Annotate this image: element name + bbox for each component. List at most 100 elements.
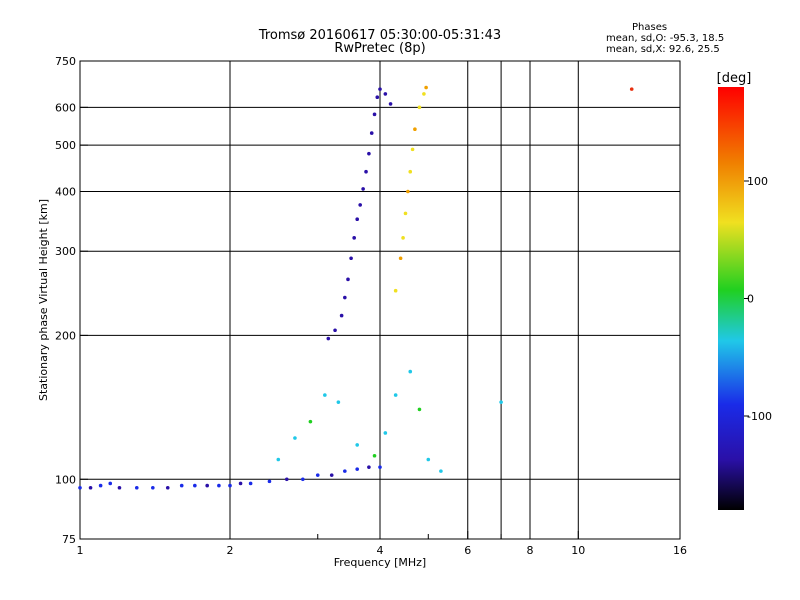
y-axis-label: Stationary phase Virtual Height [km] bbox=[37, 199, 50, 401]
data-point-3-9 bbox=[408, 369, 413, 374]
data-point-1-13 bbox=[372, 112, 377, 117]
colorbar bbox=[718, 87, 744, 510]
data-point-2-2 bbox=[401, 236, 405, 240]
data-point-2-8 bbox=[417, 105, 422, 110]
colorbar-ticks: 100 0 -100 bbox=[744, 175, 772, 423]
data-point-1-9 bbox=[361, 187, 365, 191]
x-tick-label-0: 1 bbox=[77, 544, 84, 557]
colorbar-tick-label-2: -100 bbox=[747, 410, 772, 423]
series-1 bbox=[326, 87, 393, 341]
y-tick-label-7: 750 bbox=[55, 55, 76, 68]
data-point-2-3 bbox=[403, 211, 408, 216]
data-point-2-6 bbox=[410, 147, 415, 152]
x-axis: 1 2 4 6 8 10 16 bbox=[77, 531, 687, 557]
data-point-1-11 bbox=[367, 151, 371, 156]
data-point-0-22 bbox=[367, 465, 371, 469]
data-point-1-16 bbox=[383, 92, 388, 96]
x-tick-label-3: 6 bbox=[464, 544, 471, 557]
data-point-1-6 bbox=[352, 236, 356, 240]
data-point-0-19 bbox=[329, 473, 334, 477]
data-point-0-6 bbox=[151, 485, 155, 490]
data-point-1-8 bbox=[358, 203, 362, 207]
data-point-3-11 bbox=[426, 457, 431, 462]
data-point-3-10 bbox=[417, 407, 422, 412]
colorbar-tick-label-1: 0 bbox=[747, 293, 754, 306]
data-point-3-4 bbox=[336, 400, 341, 404]
series-4 bbox=[629, 87, 634, 91]
data-point-0-7 bbox=[165, 485, 170, 490]
data-point-1-17 bbox=[388, 102, 393, 106]
data-point-0-13 bbox=[238, 481, 243, 486]
data-point-3-13 bbox=[499, 400, 503, 404]
series-0 bbox=[78, 465, 382, 490]
x-tick-label-2: 4 bbox=[377, 544, 384, 557]
data-point-1-4 bbox=[346, 277, 350, 282]
data-point-0-20 bbox=[343, 469, 347, 473]
data-point-2-4 bbox=[406, 189, 410, 194]
data-point-0-3 bbox=[108, 481, 113, 486]
data-point-0-1 bbox=[88, 485, 93, 490]
data-point-0-14 bbox=[248, 481, 253, 486]
y-tick-label-2: 200 bbox=[55, 329, 76, 342]
data-point-0-11 bbox=[217, 483, 221, 488]
x-axis-label: Frequency [MHz] bbox=[334, 556, 426, 569]
stats-line-x: mean, sd,X: 92.6, 25.5 bbox=[606, 44, 720, 55]
gridlines bbox=[80, 61, 680, 539]
data-point-0-10 bbox=[205, 483, 209, 488]
data-point-3-3 bbox=[323, 393, 327, 397]
data-point-1-1 bbox=[333, 328, 337, 333]
data-point-1-7 bbox=[355, 217, 359, 222]
stats-header: Phases bbox=[632, 22, 667, 33]
data-point-3-7 bbox=[383, 431, 388, 435]
data-point-0-15 bbox=[267, 479, 272, 484]
data-point-2-5 bbox=[408, 169, 413, 174]
series-2 bbox=[393, 85, 428, 293]
data-point-0-23 bbox=[378, 465, 382, 469]
data-point-0-2 bbox=[98, 483, 103, 488]
data-point-0-5 bbox=[134, 485, 139, 490]
data-point-3-1 bbox=[293, 436, 297, 440]
data-point-1-2 bbox=[339, 313, 344, 318]
data-point-0-16 bbox=[284, 477, 289, 482]
chart-title: Tromsø 20160617 05:30:00-05:31:43 bbox=[258, 28, 501, 43]
data-point-2-9 bbox=[422, 92, 426, 96]
data-point-3-8 bbox=[393, 393, 398, 397]
colorbar-label: [deg] bbox=[717, 71, 752, 86]
data-point-3-12 bbox=[439, 469, 443, 473]
data-point-3-0 bbox=[276, 457, 281, 462]
y-tick-label-5: 500 bbox=[55, 139, 76, 152]
y-axis: 75 100 200 300 400 500 600 750 bbox=[55, 55, 88, 546]
data-point-1-14 bbox=[375, 95, 380, 99]
x-tick-label-6: 16 bbox=[673, 544, 687, 557]
data-point-2-0 bbox=[393, 288, 398, 293]
data-point-0-0 bbox=[78, 485, 82, 490]
data-point-2-7 bbox=[413, 127, 417, 131]
y-tick-label-1: 100 bbox=[55, 473, 76, 486]
data-point-3-2 bbox=[308, 419, 313, 424]
data-point-1-12 bbox=[369, 131, 374, 135]
data-point-1-3 bbox=[343, 295, 347, 300]
data-point-0-8 bbox=[179, 483, 184, 488]
colorbar-tick-label-0: 100 bbox=[747, 175, 768, 188]
data-point-0-4 bbox=[117, 485, 122, 490]
y-tick-label-0: 75 bbox=[62, 533, 76, 546]
data-point-0-12 bbox=[228, 483, 232, 488]
data-point-0-9 bbox=[193, 483, 197, 488]
x-tick-label-5: 10 bbox=[571, 544, 585, 557]
data-point-0-18 bbox=[315, 473, 320, 477]
data-point-1-10 bbox=[364, 169, 368, 174]
stats-line-o: mean, sd,O: -95.3, 18.5 bbox=[606, 33, 724, 44]
data-points bbox=[78, 85, 634, 490]
chart-subtitle: RwPretec (8p) bbox=[334, 41, 425, 56]
data-point-2-1 bbox=[398, 256, 403, 261]
x-tick-label-4: 8 bbox=[527, 544, 534, 557]
data-point-3-6 bbox=[372, 453, 377, 458]
data-point-0-17 bbox=[301, 477, 305, 482]
x-tick-label-1: 2 bbox=[227, 544, 234, 557]
y-tick-label-6: 600 bbox=[55, 101, 76, 114]
data-point-3-5 bbox=[355, 443, 359, 447]
series-3 bbox=[276, 369, 503, 473]
y-tick-label-4: 400 bbox=[55, 185, 76, 198]
data-point-4-0 bbox=[629, 87, 634, 91]
